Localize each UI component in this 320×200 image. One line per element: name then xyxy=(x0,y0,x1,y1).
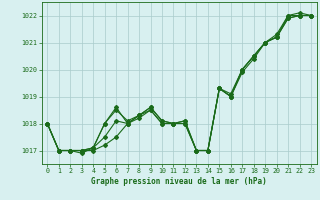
X-axis label: Graphe pression niveau de la mer (hPa): Graphe pression niveau de la mer (hPa) xyxy=(91,177,267,186)
